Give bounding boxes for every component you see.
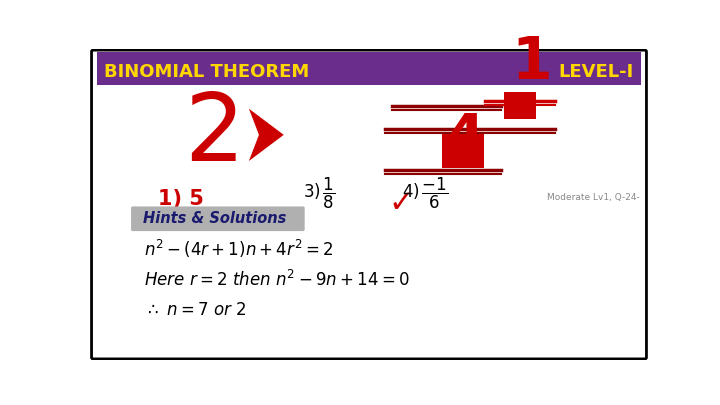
Text: BINOMIAL THEOREM: BINOMIAL THEOREM <box>104 63 309 81</box>
FancyBboxPatch shape <box>131 207 305 231</box>
Text: Moderate Lv1, Q-24-: Moderate Lv1, Q-24- <box>547 193 640 202</box>
Text: $\mathbf{4}$: $\mathbf{4}$ <box>444 111 484 168</box>
Text: $\mathbf{1}$: $\mathbf{1}$ <box>511 34 549 91</box>
Text: $3)\,\dfrac{1}{8}$: $3)\,\dfrac{1}{8}$ <box>303 176 336 211</box>
Text: $4)\,\dfrac{-1}{6}$: $4)\,\dfrac{-1}{6}$ <box>402 176 448 211</box>
Text: $\therefore\ n=7\ or\ 2$: $\therefore\ n=7\ or\ 2$ <box>144 301 247 320</box>
FancyBboxPatch shape <box>504 92 536 119</box>
Text: $\checkmark$: $\checkmark$ <box>388 187 410 215</box>
FancyBboxPatch shape <box>91 50 647 359</box>
FancyBboxPatch shape <box>97 53 641 85</box>
Text: $Here\ r=2\ then\ n^2-9n+14=0$: $Here\ r=2\ then\ n^2-9n+14=0$ <box>144 270 410 290</box>
Text: $2$: $2$ <box>184 89 236 181</box>
Text: Hints & Solutions: Hints & Solutions <box>143 211 286 226</box>
Text: LEVEL-I: LEVEL-I <box>559 63 634 81</box>
Polygon shape <box>249 109 284 161</box>
Text: 1) 5: 1) 5 <box>158 189 204 209</box>
FancyBboxPatch shape <box>442 134 484 168</box>
Text: $n^2-(4r+1)n+4r^2=2$: $n^2-(4r+1)n+4r^2=2$ <box>144 238 334 260</box>
